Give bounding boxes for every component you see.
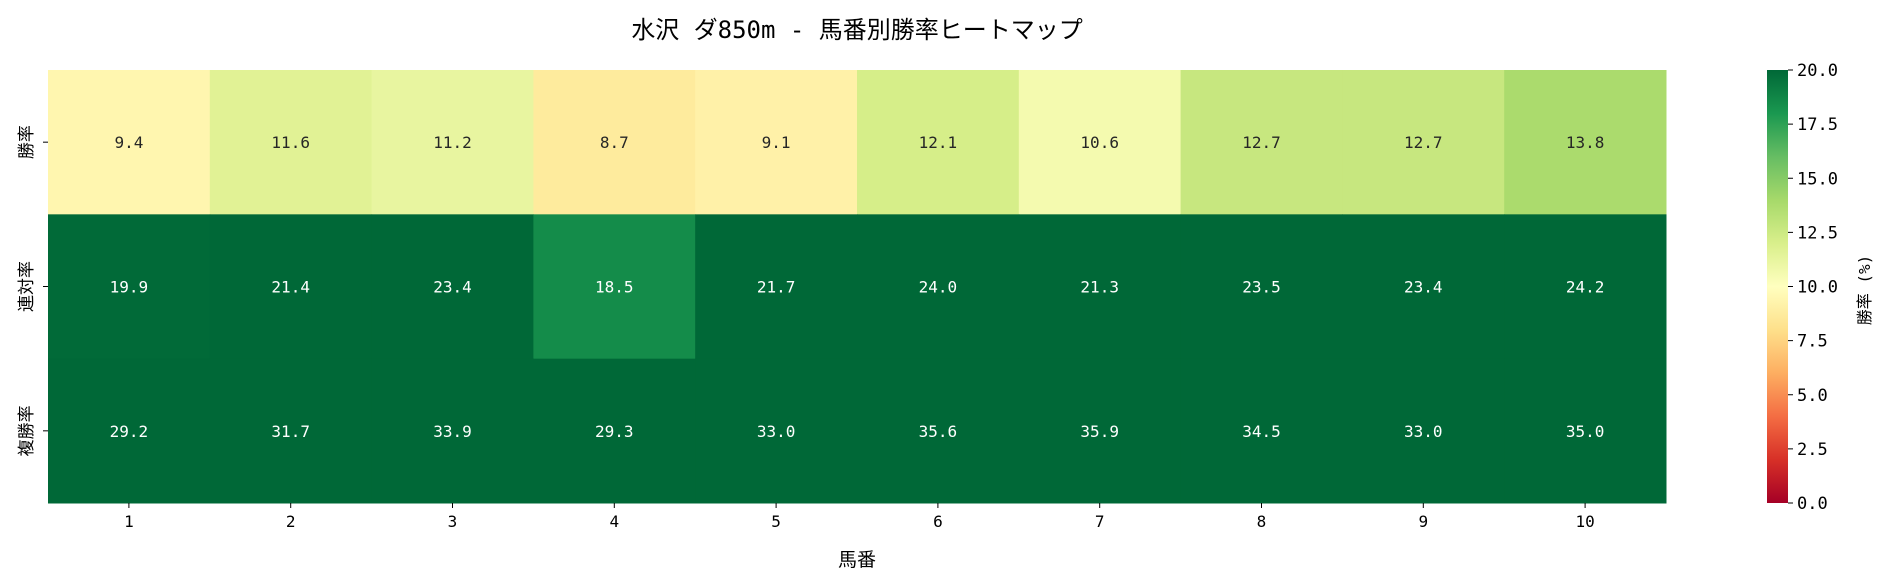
- y-tick-label: 複勝率: [17, 405, 37, 456]
- x-tick-label: 1: [124, 512, 134, 531]
- x-tick-label: 10: [1575, 512, 1594, 531]
- heatmap-cell: [371, 358, 534, 504]
- x-tick-label: 8: [1257, 512, 1267, 531]
- heatmap-cell: [209, 70, 373, 215]
- cell-value-label: 8.7: [600, 133, 629, 152]
- heatmap-cell: [1504, 358, 1667, 504]
- heatmap-cell: [1342, 214, 1505, 360]
- colorbar-tick-label: 12.5: [1797, 223, 1838, 243]
- x-tick-label: 2: [286, 512, 296, 531]
- heatmap-cell: [857, 214, 1020, 360]
- colorbar-tick-label: 20.0: [1797, 61, 1838, 81]
- cell-value-label: 33.9: [433, 422, 472, 441]
- x-tick-label: 9: [1418, 512, 1428, 531]
- heatmap-cell: [1504, 70, 1667, 215]
- cell-value-label: 19.9: [110, 278, 149, 297]
- heatmap-cell: [1180, 358, 1343, 504]
- cell-value-label: 33.0: [757, 422, 796, 441]
- chart-title: 水沢 ダ850m - 馬番別勝率ヒートマップ: [631, 16, 1083, 44]
- colorbar-tick-label: 10.0: [1797, 278, 1838, 298]
- heatmap-cell: [1342, 358, 1505, 504]
- heatmap-cell: [1180, 214, 1343, 360]
- x-tick-label: 3: [448, 512, 458, 531]
- cell-value-label: 18.5: [595, 278, 634, 297]
- heatmap-cell: [695, 358, 858, 504]
- cell-value-label: 21.7: [757, 278, 796, 297]
- cell-value-label: 23.4: [433, 278, 472, 297]
- heatmap-cell: [533, 214, 696, 360]
- cell-value-label: 23.5: [1242, 278, 1281, 297]
- cell-value-label: 29.2: [110, 422, 149, 441]
- colorbar-tick-label: 17.5: [1797, 115, 1838, 135]
- y-tick-label: 連対率: [17, 261, 37, 312]
- cell-value-label: 21.4: [271, 278, 310, 297]
- cell-value-label: 33.0: [1404, 422, 1443, 441]
- heatmap-cell: [533, 358, 696, 504]
- heatmap-cell: [209, 214, 373, 360]
- heatmap-cell: [1018, 70, 1182, 215]
- colorbar-tick-label: 15.0: [1797, 169, 1838, 189]
- heatmap-cell: [48, 214, 211, 360]
- cell-value-label: 23.4: [1404, 278, 1443, 297]
- cell-value-label: 11.6: [271, 133, 310, 152]
- heatmap-cell: [48, 358, 211, 504]
- heatmap-cell: [695, 214, 858, 360]
- heatmap-cell: [209, 358, 373, 504]
- colorbar-label: 勝率 (%): [1855, 255, 1874, 326]
- cell-value-label: 24.0: [919, 278, 958, 297]
- cell-value-label: 35.0: [1566, 422, 1605, 441]
- x-tick-label: 6: [933, 512, 943, 531]
- cell-value-label: 9.1: [762, 133, 791, 152]
- heatmap-cell: [1180, 70, 1343, 215]
- heatmap-cell: [857, 358, 1020, 504]
- heatmap-cell: [1018, 214, 1182, 360]
- heatmap-cell: [1342, 70, 1505, 215]
- cell-value-label: 10.6: [1080, 133, 1119, 152]
- cell-value-label: 13.8: [1566, 133, 1605, 152]
- colorbar-tick-label: 0.0: [1797, 494, 1828, 514]
- heatmap-cell: [1504, 214, 1667, 360]
- cell-value-label: 12.7: [1242, 133, 1281, 152]
- colorbar-tick-label: 5.0: [1797, 386, 1828, 406]
- heatmap-cell: [695, 70, 858, 215]
- cell-value-label: 11.2: [433, 133, 472, 152]
- x-tick-label: 4: [609, 512, 619, 531]
- cell-value-label: 34.5: [1242, 422, 1281, 441]
- heatmap-cell: [48, 70, 211, 215]
- x-axis-label: 馬番: [838, 549, 876, 571]
- cell-value-label: 35.6: [919, 422, 958, 441]
- colorbar-tick-label: 2.5: [1797, 440, 1828, 460]
- cell-value-label: 35.9: [1080, 422, 1119, 441]
- cell-value-label: 24.2: [1566, 278, 1605, 297]
- heatmap-cell: [857, 70, 1020, 215]
- cell-value-label: 31.7: [271, 422, 310, 441]
- x-tick-label: 5: [771, 512, 781, 531]
- colorbar: [1767, 70, 1788, 503]
- heatmap-cell: [371, 70, 534, 215]
- cell-value-label: 12.1: [919, 133, 958, 152]
- heatmap-cell: [1018, 358, 1182, 504]
- cell-value-label: 12.7: [1404, 133, 1443, 152]
- cell-value-label: 21.3: [1080, 278, 1119, 297]
- x-tick-label: 7: [1095, 512, 1105, 531]
- y-tick-label: 勝率: [17, 125, 37, 159]
- heatmap-cell: [533, 70, 696, 215]
- colorbar-tick-label: 7.5: [1797, 332, 1828, 352]
- heatmap-cell: [371, 214, 534, 360]
- cell-value-label: 9.4: [114, 133, 143, 152]
- cell-value-label: 29.3: [595, 422, 634, 441]
